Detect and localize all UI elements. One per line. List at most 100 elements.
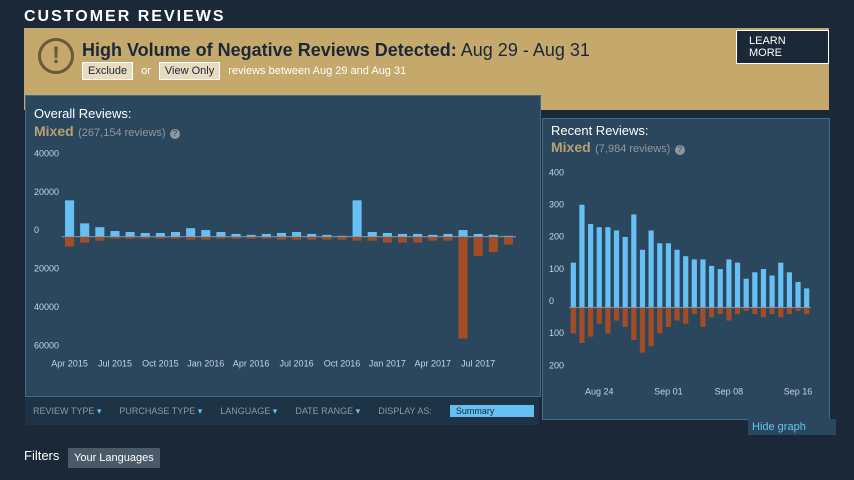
rating-row: Mixed (267,154 reviews) ? bbox=[34, 123, 181, 141]
bar bbox=[786, 272, 792, 308]
banner-note: reviews between Aug 29 and Aug 31 bbox=[228, 65, 407, 77]
bar bbox=[322, 234, 332, 237]
bar bbox=[110, 236, 120, 239]
bar bbox=[155, 236, 165, 239]
bar bbox=[700, 307, 706, 327]
bar bbox=[570, 307, 576, 334]
bar bbox=[639, 249, 646, 308]
bar bbox=[261, 236, 271, 239]
y-tick-label: 300 bbox=[549, 200, 564, 210]
x-tick-label: Jan 2016 bbox=[187, 358, 224, 368]
bar bbox=[760, 269, 767, 308]
banner-dates: Aug 29 - Aug 31 bbox=[460, 40, 590, 60]
y-tick-label: 40000 bbox=[34, 302, 59, 312]
bar bbox=[657, 243, 663, 308]
bar bbox=[170, 232, 181, 237]
bar bbox=[795, 307, 801, 311]
bar bbox=[596, 227, 602, 308]
x-tick-label: Oct 2015 bbox=[142, 358, 179, 368]
bar bbox=[579, 307, 585, 344]
bar bbox=[307, 236, 317, 240]
bar bbox=[717, 269, 723, 308]
dropdown[interactable]: REVIEW TYPE bbox=[33, 406, 101, 417]
y-tick-label: 200 bbox=[549, 360, 564, 370]
bar bbox=[80, 236, 90, 243]
hide-graph-button[interactable]: Hide graph bbox=[748, 419, 836, 435]
bar bbox=[397, 236, 408, 243]
panel-label: Recent Reviews: bbox=[551, 123, 649, 138]
filter-chip[interactable]: Your Languages bbox=[68, 448, 160, 468]
help-icon[interactable]: ? bbox=[170, 129, 181, 139]
bar bbox=[683, 256, 689, 308]
bar bbox=[276, 232, 286, 237]
learn-more-button[interactable]: LEARN MORE bbox=[736, 30, 829, 64]
help-icon[interactable]: ? bbox=[674, 145, 685, 155]
x-tick-label: Apr 2015 bbox=[51, 358, 88, 368]
bar bbox=[648, 307, 654, 347]
dropdown[interactable]: PURCHASE TYPE bbox=[119, 406, 202, 417]
bar bbox=[734, 307, 741, 315]
bar bbox=[596, 307, 602, 324]
recent-panel: Recent Reviews: Mixed (7,984 reviews) ? … bbox=[542, 118, 830, 420]
bar bbox=[155, 232, 165, 237]
bar bbox=[691, 307, 697, 315]
bar bbox=[488, 236, 498, 253]
bar bbox=[110, 231, 120, 237]
exclude-button[interactable]: Exclude bbox=[82, 62, 134, 80]
y-tick-label: 100 bbox=[549, 264, 564, 274]
bar bbox=[743, 278, 749, 308]
bar bbox=[700, 259, 706, 308]
x-tick-label: Jul 2017 bbox=[461, 358, 495, 368]
bar bbox=[734, 262, 741, 308]
bar bbox=[246, 234, 256, 237]
bar bbox=[778, 262, 784, 308]
bar bbox=[786, 307, 792, 315]
bar bbox=[588, 224, 594, 308]
bar bbox=[473, 233, 483, 237]
banner-heading: High Volume of Negative Reviews Detected… bbox=[82, 40, 590, 61]
section-title: CUSTOMER REVIEWS bbox=[24, 8, 226, 25]
bar bbox=[648, 230, 654, 308]
bar bbox=[292, 232, 302, 237]
dropdown[interactable]: LANGUAGE bbox=[220, 406, 277, 417]
x-tick-label: Sep 16 bbox=[784, 386, 813, 396]
bar bbox=[613, 230, 620, 308]
bar bbox=[743, 307, 749, 311]
bar bbox=[613, 307, 620, 321]
bar bbox=[605, 307, 611, 334]
bar bbox=[674, 307, 680, 321]
bar bbox=[186, 228, 196, 237]
bar bbox=[125, 236, 135, 239]
bar bbox=[622, 307, 628, 327]
bar bbox=[691, 259, 697, 308]
y-tick-label: 400 bbox=[549, 167, 564, 177]
display-select[interactable]: Summary bbox=[449, 405, 534, 417]
bar bbox=[201, 236, 211, 240]
y-tick-label: 20000 bbox=[34, 264, 59, 274]
bar bbox=[352, 200, 362, 237]
bar bbox=[473, 236, 483, 256]
bar bbox=[579, 204, 585, 308]
bar bbox=[657, 307, 663, 334]
bar bbox=[503, 235, 513, 237]
bar bbox=[80, 223, 90, 237]
bar bbox=[428, 236, 438, 241]
bar bbox=[397, 233, 408, 237]
overall-panel: Overall Reviews: Mixed (267,154 reviews)… bbox=[25, 95, 541, 397]
bar bbox=[752, 272, 758, 308]
bar bbox=[769, 275, 775, 308]
bar bbox=[631, 307, 637, 340]
bar bbox=[65, 200, 75, 237]
rating-row: Mixed (7,984 reviews) ? bbox=[551, 139, 685, 157]
rating: Mixed bbox=[34, 123, 74, 139]
bar bbox=[683, 307, 689, 324]
bar bbox=[443, 236, 453, 241]
bar bbox=[804, 288, 810, 308]
bar bbox=[276, 236, 286, 240]
bar bbox=[140, 232, 150, 237]
bar bbox=[717, 307, 723, 315]
dropdown[interactable]: DATE RANGE bbox=[295, 406, 360, 417]
view-only-button[interactable]: View Only bbox=[158, 62, 221, 80]
bar bbox=[367, 236, 377, 241]
